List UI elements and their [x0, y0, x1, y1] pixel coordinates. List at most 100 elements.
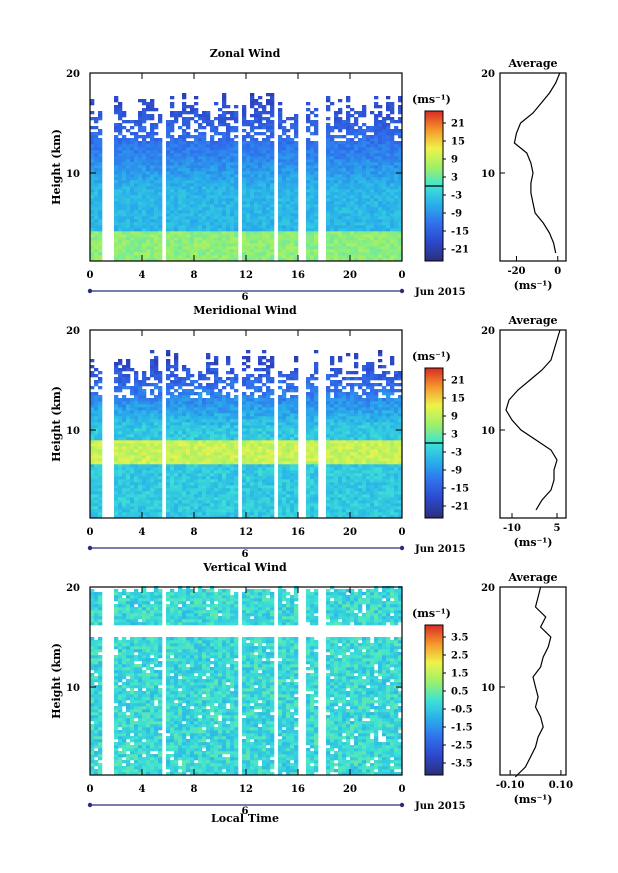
heatmap-cell	[170, 455, 175, 459]
heatmap-cell	[354, 210, 359, 214]
heatmap-cell	[362, 168, 367, 172]
heatmap-cell	[282, 216, 287, 220]
heatmap-cell	[210, 473, 215, 477]
heatmap-cell	[378, 141, 383, 145]
heatmap-cell	[222, 470, 227, 474]
x-tick-label: 8	[191, 270, 198, 281]
heatmap-cell	[150, 216, 155, 220]
heatmap-cell	[174, 362, 179, 366]
heatmap-cell	[142, 464, 147, 468]
heatmap-cell	[134, 201, 139, 205]
heatmap-cell	[214, 150, 219, 154]
heatmap-cell	[286, 210, 291, 214]
heatmap-cell	[170, 479, 175, 483]
heatmap-cell	[262, 105, 267, 109]
heatmap-cell	[218, 449, 223, 453]
heatmap-cell	[178, 189, 183, 193]
heatmap-cell	[246, 171, 251, 175]
heatmap-cell	[142, 455, 147, 459]
heatmap-cell	[122, 207, 127, 211]
heatmap-cell	[206, 204, 211, 208]
heatmap-cell	[230, 114, 235, 118]
heatmap-cell	[386, 186, 391, 190]
heatmap-cell	[202, 437, 207, 441]
heatmap-cell	[138, 407, 143, 411]
heatmap-cell	[90, 455, 95, 459]
heatmap-cell	[94, 198, 99, 202]
heatmap-cell	[398, 201, 403, 205]
heatmap-cell	[278, 153, 283, 157]
heatmap-cell	[154, 150, 159, 154]
heatmap-cell	[138, 431, 143, 435]
heatmap-cell	[218, 192, 223, 196]
heatmap-cell	[142, 401, 147, 405]
heatmap-cell	[94, 156, 99, 160]
heatmap-cell	[138, 389, 143, 393]
heatmap-cell	[290, 240, 295, 244]
heatmap-cell	[290, 165, 295, 169]
heatmap-cell	[130, 401, 135, 405]
panel-title: Zonal Wind	[210, 47, 281, 60]
heatmap-cell	[366, 222, 371, 226]
heatmap-cell	[210, 422, 215, 426]
heatmap-cell	[226, 440, 231, 444]
heatmap-cell	[278, 108, 283, 112]
heatmap-cell	[98, 147, 103, 151]
heatmap-cell	[246, 219, 251, 223]
heatmap-cell	[306, 129, 311, 133]
heatmap-cell	[230, 228, 235, 232]
heatmap-cell	[294, 141, 299, 145]
heatmap-cell	[118, 455, 123, 459]
heatmap-cell	[186, 512, 191, 516]
heatmap-cell	[250, 144, 255, 148]
heatmap-cell	[98, 111, 103, 115]
heatmap-cell	[278, 183, 283, 187]
heatmap-cell	[226, 243, 231, 247]
heatmap-cell	[190, 144, 195, 148]
heatmap-cell	[210, 464, 215, 468]
heatmap-cell	[186, 371, 191, 375]
heatmap-cell	[290, 258, 295, 262]
heatmap-cell	[226, 234, 231, 238]
heatmap-cell	[374, 150, 379, 154]
heatmap-cell	[90, 431, 95, 435]
heatmap-cell	[134, 512, 139, 516]
heatmap-cell	[326, 141, 331, 145]
heatmap-cell	[170, 102, 175, 106]
heatmap-cell	[294, 243, 299, 247]
heatmap-cell	[146, 243, 151, 247]
heatmap-cell	[150, 126, 155, 130]
heatmap-cell	[210, 488, 215, 492]
heatmap-cell	[178, 135, 183, 139]
heatmap-cell	[370, 195, 375, 199]
heatmap-cell	[230, 500, 235, 504]
heatmap-cell	[366, 165, 371, 169]
heatmap-cell	[242, 440, 247, 444]
heatmap-cell	[94, 374, 99, 378]
heatmap-cell	[346, 159, 351, 163]
heatmap-cell	[130, 416, 135, 420]
heatmap-cell	[306, 195, 311, 199]
heatmap-cell	[174, 500, 179, 504]
heatmap-cell	[314, 165, 319, 169]
heatmap-cell	[386, 204, 391, 208]
heatmap-cell	[226, 246, 231, 250]
heatmap-cell	[246, 386, 251, 390]
heatmap-cell	[382, 225, 387, 229]
heatmap-cell	[262, 213, 267, 217]
heatmap-cell	[214, 171, 219, 175]
heatmap-cell	[206, 228, 211, 232]
heatmap-cell	[282, 120, 287, 124]
heatmap-cell	[226, 356, 231, 360]
heatmap-cell	[198, 204, 203, 208]
heatmap-cell	[254, 162, 259, 166]
heatmap-cell	[390, 138, 395, 142]
heatmap-cell	[94, 189, 99, 193]
heatmap-cell	[230, 449, 235, 453]
heatmap-cell	[210, 362, 215, 366]
heatmap-cell	[278, 216, 283, 220]
heatmap-cell	[374, 216, 379, 220]
heatmap-cell	[206, 356, 211, 360]
heatmap-cell	[350, 180, 355, 184]
heatmap-cell	[362, 150, 367, 154]
